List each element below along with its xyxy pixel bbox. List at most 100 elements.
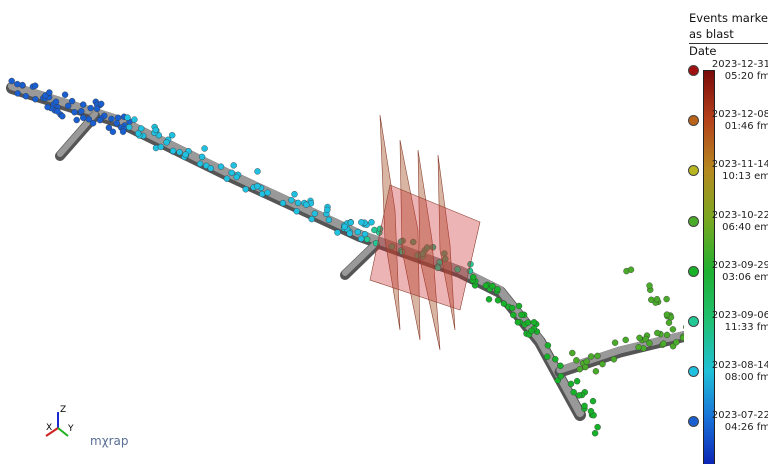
scene: Z X Y	[0, 0, 684, 464]
legend-title: Events marked as blast	[689, 10, 768, 44]
legend-swatch	[688, 266, 699, 277]
event-point	[673, 339, 679, 345]
event-point	[265, 190, 271, 196]
event-point	[288, 197, 294, 203]
logo: mχrap	[90, 434, 129, 448]
event-point	[183, 152, 189, 158]
event-point	[483, 283, 489, 289]
tick-date: 2023-09-06	[712, 310, 768, 322]
event-point	[229, 170, 235, 176]
tick-time: 11:33 fm	[712, 322, 768, 334]
event-point	[637, 335, 643, 341]
event-point	[259, 191, 265, 197]
event-point	[509, 305, 515, 311]
block	[370, 185, 480, 310]
legend-subtitle: Date	[689, 44, 717, 58]
event-point	[218, 164, 224, 170]
event-point	[595, 353, 601, 359]
event-point	[115, 115, 121, 121]
event-point	[98, 101, 104, 107]
event-point	[646, 340, 652, 346]
event-point	[199, 154, 205, 160]
event-point	[355, 229, 361, 235]
event-point	[138, 126, 144, 132]
event-point	[153, 127, 159, 133]
event-point	[23, 93, 29, 99]
tick-date: 2023-07-22	[712, 410, 768, 422]
event-point	[72, 109, 78, 115]
tick-date: 2023-09-29	[712, 260, 768, 272]
event-point	[202, 146, 208, 152]
event-point	[595, 424, 601, 430]
event-point	[544, 354, 550, 360]
event-point	[295, 200, 301, 206]
event-point	[495, 297, 501, 303]
legend-swatch	[688, 165, 699, 176]
event-point	[654, 296, 660, 302]
event-point	[623, 337, 629, 343]
event-point	[231, 162, 237, 168]
event-point	[114, 120, 120, 126]
tick-label: 2023-11-1410:13 em	[712, 159, 768, 183]
event-point	[80, 102, 86, 108]
tunnel	[12, 88, 580, 415]
event-point	[32, 83, 38, 89]
event-point	[197, 161, 203, 167]
event-point	[254, 183, 260, 189]
event-point	[670, 326, 676, 332]
event-point	[125, 115, 131, 121]
tunnel	[12, 86, 580, 413]
event-point	[588, 354, 594, 360]
tick-time: 05:20 fm	[712, 71, 768, 83]
event-point	[486, 296, 492, 302]
event-point	[326, 217, 332, 223]
axis-label: Z	[60, 405, 66, 415]
event-point	[59, 113, 65, 119]
legend-swatch	[688, 316, 699, 327]
event-point	[501, 301, 507, 307]
event-point	[243, 186, 249, 192]
event-point	[347, 231, 353, 237]
event-point	[32, 96, 38, 102]
event-point	[364, 236, 370, 242]
tick-date: 2023-12-31	[712, 59, 768, 71]
event-point	[14, 81, 20, 87]
event-point	[582, 364, 588, 370]
event-point	[169, 132, 175, 138]
event-point	[647, 283, 653, 289]
event-point	[588, 408, 594, 414]
legend-swatch	[688, 366, 699, 377]
event-point	[46, 90, 52, 96]
viewer: Z X Y mχrap Events marked as blast Date …	[0, 0, 768, 464]
event-point	[516, 303, 522, 309]
event-point	[335, 230, 341, 236]
event-point	[164, 139, 170, 145]
event-point	[309, 216, 315, 222]
legend-swatch	[688, 416, 699, 427]
event-point	[510, 312, 516, 318]
event-point	[515, 319, 521, 325]
event-point	[69, 98, 75, 104]
event-point	[342, 224, 348, 230]
event-point	[110, 129, 116, 135]
event-point	[126, 124, 132, 130]
tunnel	[560, 334, 684, 370]
event-point	[519, 312, 525, 318]
event-point	[661, 341, 667, 347]
event-point	[358, 219, 364, 225]
event-point	[593, 368, 599, 374]
tick-date: 2023-10-22	[712, 210, 768, 222]
event-point	[80, 115, 86, 121]
event-point	[592, 430, 598, 436]
event-point	[470, 274, 476, 280]
event-point	[600, 361, 606, 367]
tick-date: 2023-12-08	[712, 109, 768, 121]
event-point	[280, 200, 286, 206]
event-point	[573, 357, 579, 363]
tick-label: 2023-08-1408:00 fm	[712, 360, 768, 384]
event-point	[636, 344, 642, 350]
event-point	[45, 104, 51, 110]
event-point	[131, 117, 137, 123]
event-point	[234, 174, 240, 180]
